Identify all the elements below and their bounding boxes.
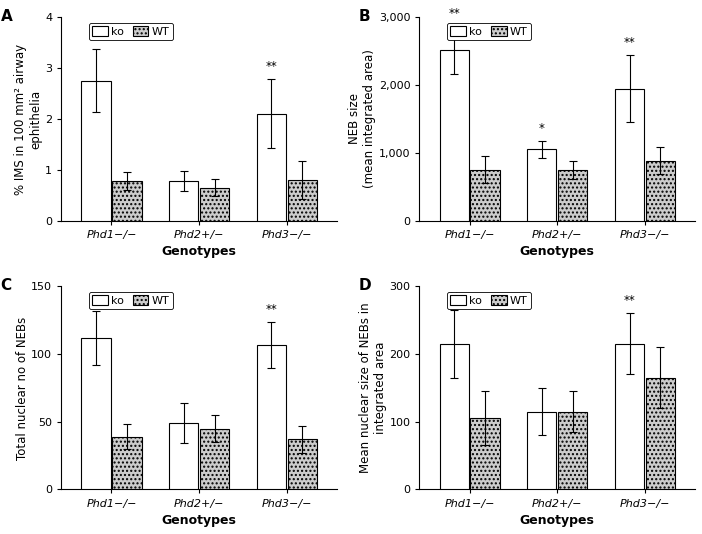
- Text: A: A: [1, 9, 13, 25]
- Y-axis label: % IMS in 100 mm² airway
ephithelia: % IMS in 100 mm² airway ephithelia: [15, 43, 42, 194]
- Bar: [169, 423, 198, 490]
- Bar: [257, 344, 286, 490]
- Text: **: **: [90, 292, 102, 305]
- Text: **: **: [265, 60, 277, 73]
- Bar: [558, 170, 588, 221]
- Bar: [646, 378, 675, 490]
- Bar: [646, 161, 675, 221]
- Text: **: **: [449, 7, 460, 20]
- Text: *: *: [539, 122, 545, 135]
- Text: **: **: [449, 291, 460, 304]
- Text: **: **: [623, 36, 635, 49]
- Bar: [81, 81, 111, 221]
- X-axis label: Genotypes: Genotypes: [161, 514, 237, 527]
- Text: **: **: [623, 294, 635, 308]
- Text: C: C: [1, 278, 12, 293]
- Bar: [527, 412, 557, 490]
- X-axis label: Genotypes: Genotypes: [519, 245, 595, 258]
- Bar: [81, 338, 111, 490]
- Bar: [558, 412, 588, 490]
- Bar: [200, 187, 230, 221]
- Y-axis label: Mean nuclear size of NEBs in
integrated area: Mean nuclear size of NEBs in integrated …: [359, 303, 387, 473]
- Bar: [470, 170, 500, 221]
- Bar: [169, 181, 198, 221]
- Y-axis label: NEB size
(mean integrated area): NEB size (mean integrated area): [348, 50, 376, 189]
- Legend: ko, WT: ko, WT: [89, 23, 173, 40]
- Legend: ko, WT: ko, WT: [447, 292, 531, 309]
- Bar: [439, 50, 469, 221]
- Text: B: B: [359, 9, 371, 25]
- Bar: [200, 429, 230, 490]
- Text: **: **: [90, 30, 102, 43]
- Bar: [112, 181, 142, 221]
- Text: D: D: [359, 278, 371, 293]
- Bar: [470, 419, 500, 490]
- Bar: [288, 439, 317, 490]
- Text: **: **: [265, 303, 277, 316]
- Bar: [615, 89, 644, 221]
- Legend: ko, WT: ko, WT: [89, 292, 173, 309]
- Legend: ko, WT: ko, WT: [447, 23, 531, 40]
- Bar: [288, 180, 317, 221]
- X-axis label: Genotypes: Genotypes: [161, 245, 237, 258]
- Y-axis label: Total nuclear no of NEBs: Total nuclear no of NEBs: [15, 316, 29, 460]
- Bar: [615, 344, 644, 490]
- Bar: [439, 344, 469, 490]
- Bar: [527, 150, 557, 221]
- Bar: [257, 114, 286, 221]
- X-axis label: Genotypes: Genotypes: [519, 514, 595, 527]
- Bar: [112, 437, 142, 490]
